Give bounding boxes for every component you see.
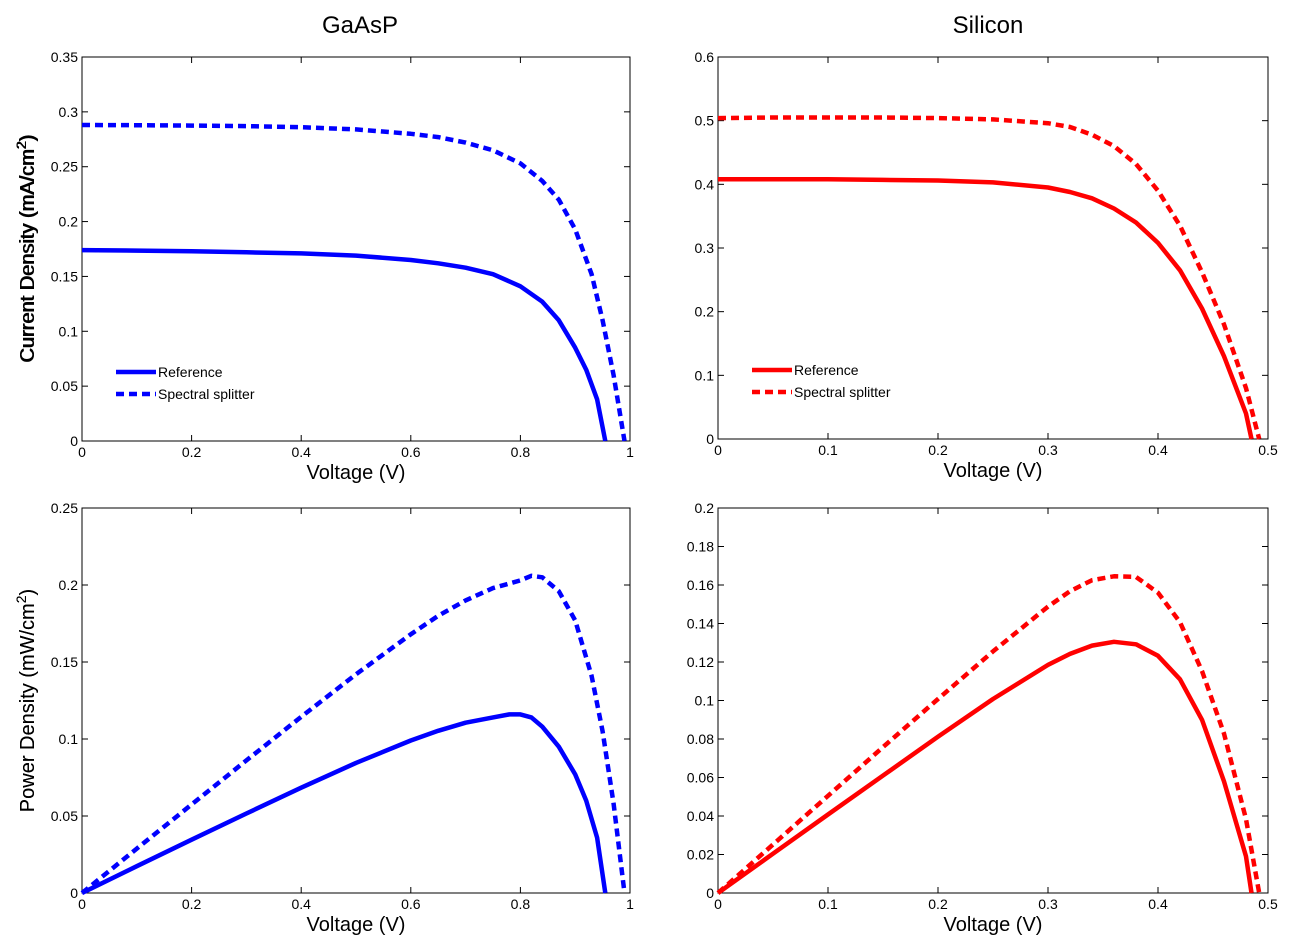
panel-2-legend-label-1: Reference (794, 362, 859, 378)
panel-1-y-axis-label: Current Density (mA/cm2) (13, 135, 39, 363)
panel-2-y-tick-label: 0.6 (695, 49, 715, 65)
panel-4-y-tick-label: 0.06 (687, 770, 714, 786)
panel-1-x-tick-label: 1 (626, 444, 634, 460)
panel-1-plot-frame (81, 56, 631, 442)
panel-3-plot-frame (81, 507, 631, 894)
panel-1-x-tick-label: 0.8 (511, 444, 531, 460)
panel-4-y-tick-label: 0.14 (687, 616, 714, 632)
panel-2-x-axis-label: Voltage (V) (944, 460, 1043, 482)
panel-4-y-tick-label: 0.1 (695, 693, 715, 709)
panel-1-y-tick-label: 0.15 (51, 268, 78, 284)
panel-4-y-tick-label: 0.2 (695, 500, 715, 516)
panel-2-y-axis-label: Current Density (mA/cm2) (13, 134, 39, 362)
panel-4-x-tick-label: 0.5 (1258, 896, 1278, 912)
panel-4-x-tick-label: 0.3 (1038, 896, 1058, 912)
panel-4-y-tick-label: 0 (706, 885, 714, 901)
panel-4-series-reference-line (716, 639, 1254, 895)
panel-3-x-tick-label: 0 (78, 896, 86, 912)
panel-2-y-tick-label: 0 (706, 431, 714, 447)
panel-4: 0 0.1 0.2 0.3 0.4 0.5 0 0.02 0.04 0.06 0.08 0.1 0.12… (13, 500, 1278, 936)
panel-1-y-tick-label: 0.35 (51, 49, 78, 65)
panel-1-y-tick-label: 0.05 (51, 378, 78, 394)
panel-4-x-tick-label: 0.4 (1148, 896, 1168, 912)
panel-3-x-tick-label: 0.2 (182, 896, 202, 912)
panel-2-y-tick-label: 0.2 (695, 304, 715, 320)
panel-4-y-tick-label: 0.12 (687, 654, 714, 670)
panel-3: 0 0.2 0.4 0.6 0.8 1 0 0.05 0.1 0.15 0.2 0.25 Voltage… (13, 500, 634, 936)
panel-2-x-tick-label: 0.1 (818, 442, 838, 458)
panel-4-y-tick-label: 0.08 (687, 731, 714, 747)
panel-4-y-tick-label: 0.02 (687, 847, 714, 863)
panel-4-y-axis-label: Power Density (mW/cm2) (13, 589, 39, 812)
panel-1-y-tick-label: 0.3 (59, 104, 79, 120)
panel-3-series-spectral-splitter-line (80, 573, 627, 895)
column-title-silicon: Silicon (952, 12, 1024, 39)
panel-2-legend-label-2: Spectral splitter (794, 384, 891, 400)
panel-2-x-tick-label: 0.2 (928, 442, 948, 458)
panel-3-y-tick-label: 0.05 (51, 808, 78, 824)
panel-2-y-tick-label: 0.4 (695, 176, 715, 192)
panel-3-y-tick-label: 0.2 (59, 577, 79, 593)
panel-3-y-axis-label: Power Density (mW/cm2) (13, 589, 39, 812)
panel-1-legend-label-2: Spectral splitter (158, 386, 255, 402)
panel-3-series-reference-line (81, 712, 608, 896)
panel-1-legend-label-1: Reference (158, 364, 223, 380)
panel-2-x-tick-label: 0 (714, 442, 722, 458)
panel-3-x-tick-label: 0.6 (401, 896, 421, 912)
panel-2: 0 0.1 0.2 0.3 0.4 0.5 0 0.1 0.2 0.3 0.4 0.5 0.6 Volta… (13, 49, 1278, 482)
panel-1-y-tick-label: 0 (70, 433, 78, 449)
panel-2-y-tick-label: 0.1 (695, 367, 715, 383)
panel-3-y-tick-label: 0 (70, 885, 78, 901)
panel-3-y-tick-label: 0.25 (51, 500, 78, 516)
panel-1: 0 0.2 0.4 0.6 0.8 1 0 0.05 0.1 0.15 0.2 0.25 0.3 0.35… (13, 49, 634, 484)
panel-2-legend: Reference Spectral splitter (752, 362, 891, 400)
panel-1-series-reference-line (81, 247, 608, 442)
panel-4-x-tick-label: 0.2 (928, 896, 948, 912)
panel-3-x-axis-label: Voltage (V) (307, 914, 406, 936)
panel-2-y-tick-label: 0.5 (695, 113, 715, 129)
column-title-gaasp: GaAsP (321, 12, 399, 39)
panel-3-x-tick-label: 1 (626, 896, 634, 912)
panel-1-legend: Reference Spectral splitter (116, 364, 255, 402)
panel-2-series-spectral-splitter-line (717, 115, 1262, 440)
panel-1-series-spectral-splitter-line (81, 122, 627, 442)
panel-1-x-axis-label: Voltage (V) (307, 462, 406, 484)
panel-4-x-tick-label: 0.1 (818, 896, 838, 912)
panel-4-series-spectral-splitter-line (716, 574, 1262, 895)
panel-3-x-tick-label: 0.8 (511, 896, 531, 912)
panel-2-x-tick-label: 0.3 (1038, 442, 1058, 458)
panel-1-x-tick-label: 0.6 (401, 444, 421, 460)
panel-1-y-tick-label: 0.25 (51, 159, 78, 175)
panel-4-y-tick-label: 0.04 (687, 808, 714, 824)
panel-4-y-tick-label: 0.18 (687, 539, 714, 555)
panel-3-y-tick-label: 0.15 (51, 654, 78, 670)
panel-3-y-tick-label: 0.1 (59, 731, 79, 747)
panel-2-x-tick-label: 0.5 (1258, 442, 1278, 458)
panel-1-y-tick-label: 0.1 (59, 323, 79, 339)
panel-2-series-reference-line (718, 176, 1254, 440)
panel-1-y-tick-label: 0.2 (59, 214, 79, 230)
panel-4-x-tick-label: 0 (714, 896, 722, 912)
panel-1-x-tick-label: 0.2 (182, 444, 202, 460)
panel-1-x-tick-label: 0 (78, 444, 86, 460)
panel-1-x-tick-label: 0.4 (291, 444, 311, 460)
panel-2-x-tick-label: 0.4 (1148, 442, 1168, 458)
panel-4-y-tick-label: 0.16 (687, 577, 714, 593)
panel-2-y-tick-label: 0.3 (695, 240, 715, 256)
panel-4-x-axis-label: Voltage (V) (944, 914, 1043, 936)
panel-2-plot-frame (717, 56, 1269, 440)
panel-3-x-tick-label: 0.4 (291, 896, 311, 912)
